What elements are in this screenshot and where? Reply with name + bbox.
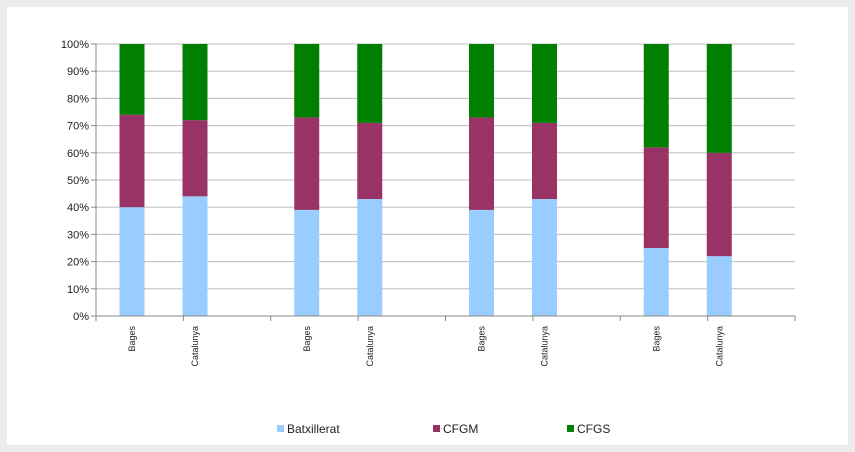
y-tick-label: 20% — [67, 257, 89, 269]
bar-segment-cfgs — [532, 44, 557, 123]
gridlines — [96, 43, 795, 317]
y-tick-label: 100% — [61, 39, 89, 51]
y-axis: 0% 10% 20% 30% 40% 50% 60% 70% 80% 90% 100% — [61, 39, 97, 323]
legend-swatch — [433, 425, 440, 432]
bar-segment-batxillerat — [643, 248, 669, 316]
bar-segment-cfgs — [119, 44, 145, 115]
y-tick-label: 70% — [67, 121, 89, 133]
bar-segment-cfgm — [294, 117, 320, 210]
bar-segment-cfgm — [643, 147, 669, 248]
bar-segment-cfgm — [706, 152, 732, 257]
legend-swatch — [277, 425, 284, 432]
bar-segment-cfgm — [119, 114, 145, 208]
y-tick-label: 60% — [67, 148, 89, 160]
bar-segment-cfgm — [469, 117, 494, 210]
x-category-label: Catalunya — [365, 326, 375, 367]
legend-label: Batxillerat — [287, 422, 340, 436]
legend-label: CFGS — [577, 422, 610, 436]
x-category-label: Bages — [477, 326, 487, 352]
x-category-label: Bages — [127, 326, 137, 352]
bar-segment-cfgm — [357, 122, 383, 200]
bar-segment-batxillerat — [182, 196, 208, 316]
bar-segment-cfgs — [643, 44, 669, 148]
bar-segment-batxillerat — [294, 209, 320, 316]
legend-label: CFGM — [443, 422, 478, 436]
bar-segment-batxillerat — [119, 207, 145, 316]
y-tick-label: 40% — [67, 202, 89, 214]
bar-segment-batxillerat — [706, 256, 732, 316]
y-tick-label: 80% — [67, 93, 89, 105]
x-category-label: Catalunya — [540, 326, 550, 367]
bar-segment-cfgs — [182, 44, 208, 121]
y-tick-label: 0% — [73, 311, 89, 323]
y-tick-label: 90% — [67, 66, 89, 78]
x-axis: Bages Catalunya Bages Catalunya Bages Catalun… — [95, 315, 796, 367]
bar-segment-cfgm — [182, 120, 208, 197]
x-category-label: Bages — [651, 326, 661, 352]
bar-segment-batxillerat — [357, 199, 383, 316]
bar-segment-cfgs — [469, 44, 494, 118]
x-category-label: Catalunya — [190, 326, 200, 367]
y-tick-label: 30% — [67, 229, 89, 241]
x-category-label: Bages — [302, 326, 312, 352]
chart-frame: 0% 10% 20% 30% 40% 50% 60% 70% 80% 90% 100% Bages C… — [7, 7, 848, 445]
legend: Batxillerat CFGM CFGS — [277, 422, 610, 436]
bar-segment-batxillerat — [532, 199, 557, 316]
bar-segment-cfgs — [706, 44, 732, 153]
y-tick-label: 50% — [67, 175, 89, 187]
x-category-label: Catalunya — [714, 326, 724, 367]
bar-segment-cfgs — [294, 44, 320, 118]
bar-segment-batxillerat — [469, 209, 494, 316]
bars — [119, 44, 732, 316]
legend-swatch — [567, 425, 574, 432]
bar-segment-cfgm — [532, 122, 557, 200]
y-tick-label: 10% — [67, 284, 89, 296]
bar-segment-cfgs — [357, 44, 383, 123]
stacked-bar-chart: 0% 10% 20% 30% 40% 50% 60% 70% 80% 90% 100% Bages C… — [61, 39, 796, 436]
